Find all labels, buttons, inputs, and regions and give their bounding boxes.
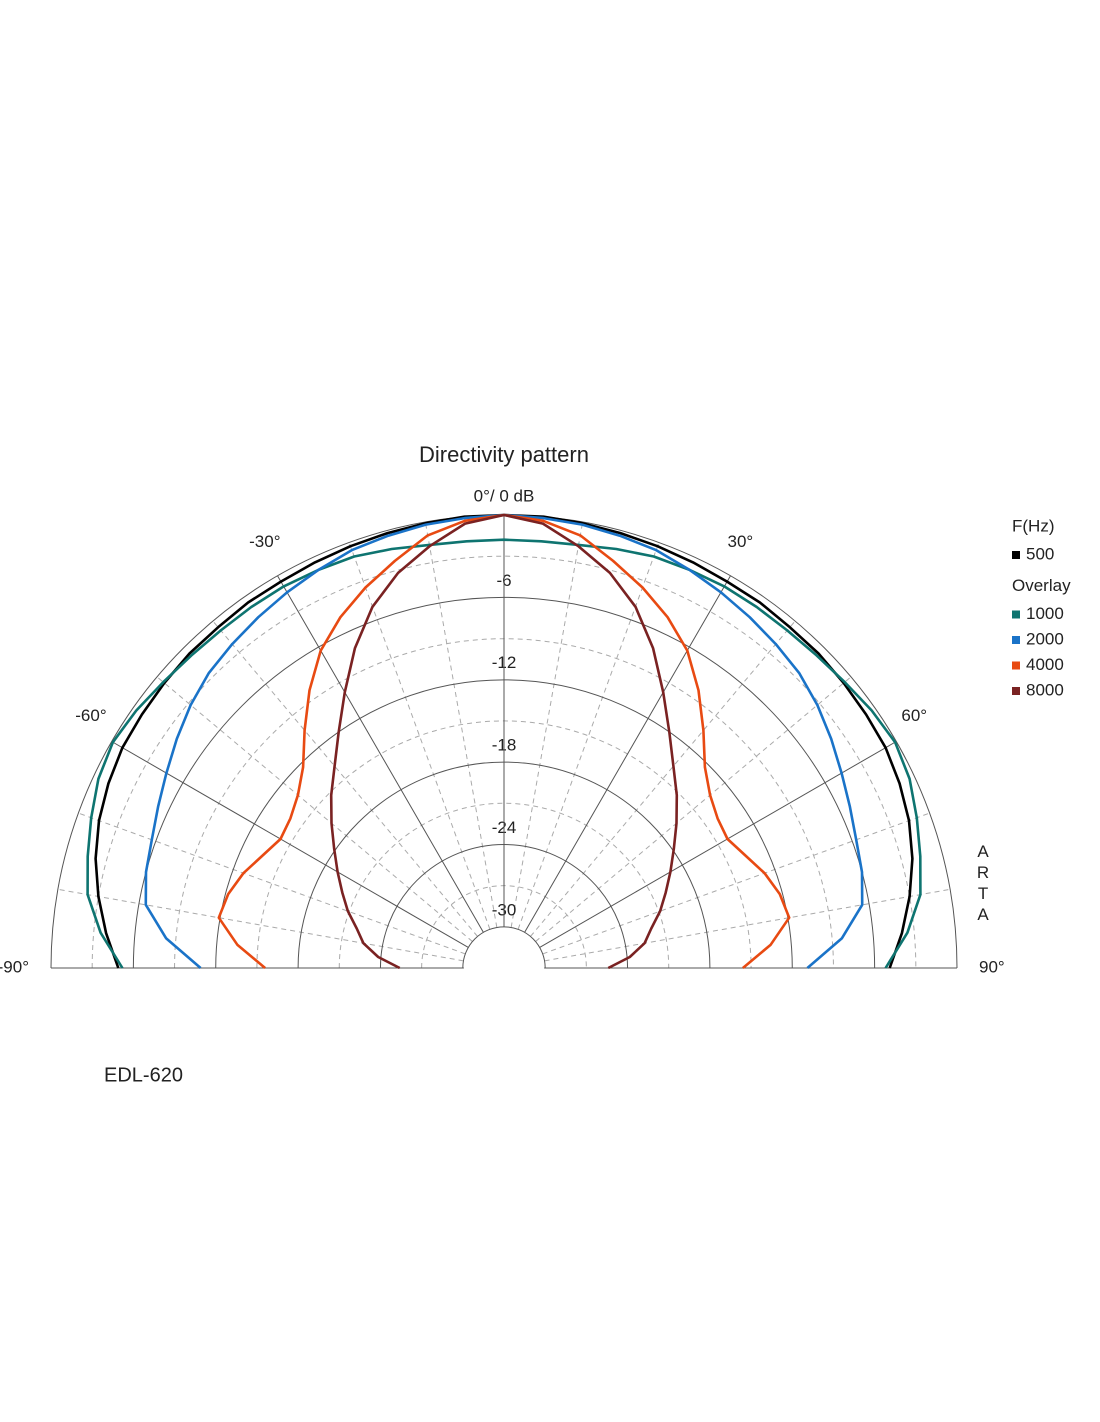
legend-group-label: Overlay (1012, 576, 1071, 595)
watermark: ARTA (974, 842, 993, 926)
minor-grid-radial (424, 521, 498, 928)
minor-grid-radial (542, 812, 930, 955)
chart-note: EDL-620 (104, 1064, 183, 1086)
legend-label: 500 (1026, 544, 1054, 563)
theta-tick-label: -60° (75, 706, 106, 725)
legend-label: 4000 (1026, 655, 1064, 674)
minor-grid-radial (57, 888, 464, 962)
minor-grid-radial (544, 888, 951, 962)
legend-swatch (1012, 661, 1020, 670)
theta-tick-label: 30° (728, 532, 754, 551)
chart-title: Directivity pattern (419, 442, 589, 467)
minor-grid-radial (535, 676, 852, 942)
legend-label: 1000 (1026, 604, 1064, 623)
minor-grid-radial (530, 620, 796, 937)
legend-swatch (1012, 610, 1020, 619)
minor-grid-radial (78, 812, 466, 955)
legend-swatch (1012, 636, 1020, 644)
legend-swatch (1012, 687, 1020, 695)
minor-grid-radial (510, 521, 584, 928)
legend-swatch (1012, 551, 1020, 559)
minor-grid-radial (212, 620, 478, 937)
series-line (329, 513, 679, 970)
theta-tick-label: 0°/ 0 dB (474, 486, 535, 505)
grid-radial (539, 741, 897, 948)
grid-radial (524, 575, 731, 933)
grid-ring (462, 926, 546, 969)
grid-radial (111, 741, 469, 948)
series-line (86, 538, 922, 969)
theta-tick-label: 60° (901, 706, 927, 725)
theta-tick-label: -90° (0, 957, 29, 976)
minor-grid-radial (156, 676, 473, 942)
theta-tick-label: 90° (979, 957, 1005, 976)
legend-title: F(Hz) (1012, 516, 1054, 535)
grid-radial (277, 575, 484, 933)
legend-label: 2000 (1026, 629, 1064, 648)
inner-disc (463, 927, 545, 1009)
theta-tick-label: -30° (249, 532, 280, 551)
legend-label: 8000 (1026, 680, 1064, 699)
